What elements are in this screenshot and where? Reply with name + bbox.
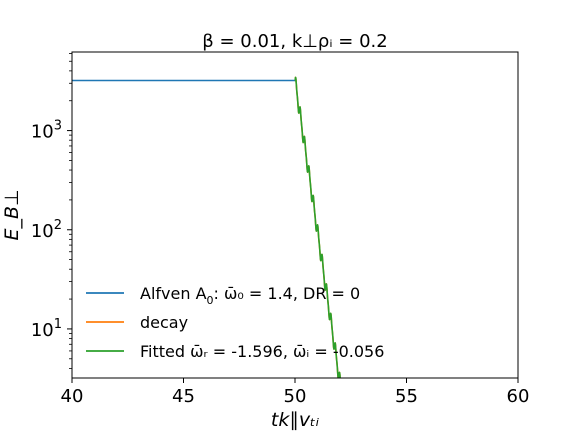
legend: Alfven A0: ω̄₀ = 1.4, DR = 0 decay Fitted …	[86, 284, 384, 361]
y-tick-label: 103	[31, 119, 62, 143]
y-tick-label: 101	[31, 317, 62, 341]
chart-title: β = 0.01, k⊥ρᵢ = 0.2	[202, 31, 387, 52]
x-axis-label: tk∥vₜᵢ	[271, 409, 319, 431]
x-tick-label: 40	[61, 386, 84, 407]
x-tick-label: 55	[395, 386, 418, 407]
y-axis-label: E_B⊥	[1, 189, 23, 240]
legend-label: Alfven A0: ω̄₀ = 1.4, DR = 0	[140, 284, 360, 307]
labels: β = 0.01, k⊥ρᵢ = 0.2 tk∥vₜᵢ E_B⊥	[1, 31, 388, 431]
axes-layer: 40 45 50 55 60 101 102 103	[31, 51, 530, 407]
x-tick-label: 60	[507, 386, 530, 407]
legend-label: Fitted ω̄ᵣ = -1.596, ω̄ᵢ = -0.056	[140, 342, 384, 361]
y-tick-label: 102	[31, 218, 62, 242]
x-tick-label: 50	[284, 386, 307, 407]
series-layer	[72, 76, 341, 378]
legend-label: decay	[140, 313, 188, 332]
plot-background	[72, 52, 518, 378]
x-tick-label: 45	[172, 386, 195, 407]
series-fitted-line	[294, 76, 341, 378]
plot-area	[72, 52, 518, 378]
